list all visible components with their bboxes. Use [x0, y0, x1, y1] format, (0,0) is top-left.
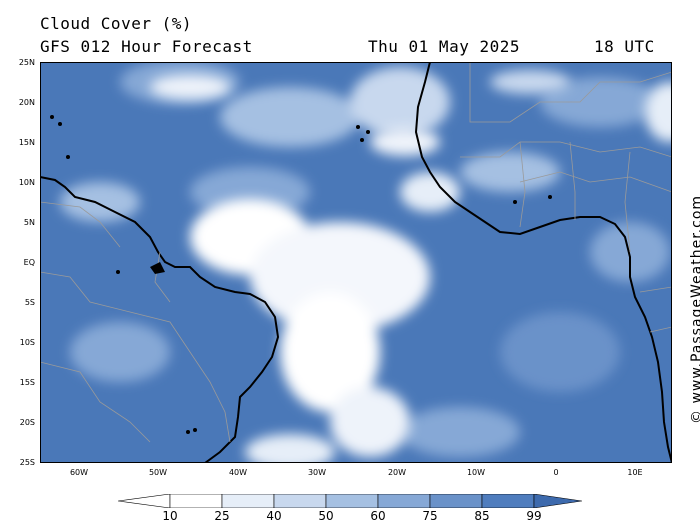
- lat-label: 15N: [18, 138, 35, 147]
- legend-swatch: [221, 494, 275, 508]
- map-frame: [40, 62, 672, 463]
- cloud-shading: [60, 62, 670, 457]
- legend-label: 99: [526, 509, 542, 523]
- lon-label: 10E: [627, 468, 643, 477]
- legend-swatch: [377, 494, 431, 508]
- lat-label: 20S: [19, 418, 35, 427]
- amazon-delta: [150, 262, 165, 274]
- forecast-time: 18 UTC: [594, 37, 655, 56]
- lat-label: 20N: [18, 98, 35, 107]
- lat-label: 10N: [18, 178, 35, 187]
- legend-swatch: [325, 494, 379, 508]
- legend-label: 60: [370, 509, 386, 523]
- lon-label: 40W: [228, 468, 248, 477]
- legend-swatch: [429, 494, 483, 508]
- clear-sky-areas: [150, 70, 672, 463]
- country-borders: [40, 62, 672, 443]
- lat-label: 15S: [19, 378, 35, 387]
- legend-label: 10: [162, 509, 178, 523]
- lon-label: 0: [553, 468, 559, 477]
- legend-swatch: [481, 494, 535, 508]
- africa-coastline: [414, 62, 672, 463]
- south-america-coastline: [40, 176, 280, 463]
- legend-label: 25: [214, 509, 230, 523]
- legend-label: 40: [266, 509, 282, 523]
- forecast-date: Thu 01 May 2025: [368, 37, 520, 56]
- legend-swatch: [273, 494, 327, 508]
- lon-label: 10W: [466, 468, 486, 477]
- lon-label: 60W: [69, 468, 89, 477]
- cloud-cover-map: [40, 62, 672, 463]
- lat-label: 5N: [23, 218, 35, 227]
- cloud-cover-legend: [118, 494, 582, 508]
- model-label: GFS 012 Hour Forecast: [40, 37, 253, 56]
- lon-label: 20W: [387, 468, 407, 477]
- legend-label: 85: [474, 509, 490, 523]
- lat-label: 10S: [19, 338, 35, 347]
- lon-label: 50W: [148, 468, 168, 477]
- lon-label: 30W: [307, 468, 327, 477]
- legend-arrow-low: [118, 494, 171, 508]
- islands: [50, 115, 552, 434]
- lat-label: 25N: [18, 58, 35, 67]
- legend-label: 50: [318, 509, 334, 523]
- credit-text: © www.PassageWeather.com: [689, 194, 700, 424]
- legend-label: 75: [422, 509, 438, 523]
- lat-label: 5S: [24, 298, 35, 307]
- legend-swatch: [169, 494, 223, 508]
- chart-title: Cloud Cover (%): [40, 14, 192, 33]
- lat-label: EQ: [23, 258, 35, 267]
- lat-label: 25S: [19, 458, 35, 467]
- legend-arrow-high: [533, 494, 582, 508]
